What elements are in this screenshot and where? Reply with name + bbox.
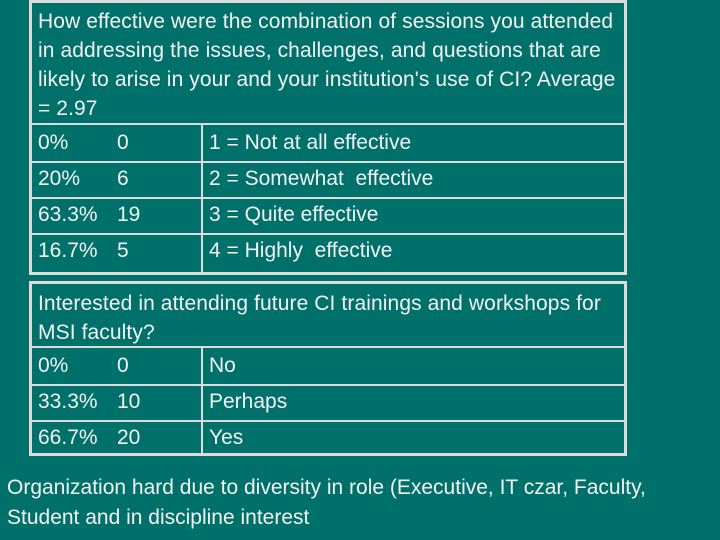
table-divider xyxy=(32,384,624,386)
rating-label-cell: 1 = Not at all effective xyxy=(209,131,412,154)
answer-label-cell: Yes xyxy=(209,426,244,449)
count-cell: 19 xyxy=(117,203,141,226)
table-row: 20% 6 2 = Somewhat effective xyxy=(32,161,624,197)
rating-label-cell: 2 = Somewhat effective xyxy=(209,167,434,190)
survey-question-effectiveness: How effective were the combination of se… xyxy=(38,10,616,120)
count-cell: 0 xyxy=(117,131,129,154)
survey-table-interest: Interested in attending future CI traini… xyxy=(29,281,627,456)
count-cell: 6 xyxy=(117,167,129,190)
count-cell: 0 xyxy=(117,354,129,377)
answer-label-cell: Perhaps xyxy=(209,390,288,413)
column-divider xyxy=(201,123,203,275)
answer-label-cell: No xyxy=(209,354,236,377)
survey-question-interest: Interested in attending future CI traini… xyxy=(38,292,601,344)
column-divider xyxy=(201,346,203,456)
percent-cell: 66.7% xyxy=(38,426,98,449)
table-row: 66.7% 20 Yes xyxy=(32,420,624,456)
rating-label-cell: 3 = Quite effective xyxy=(209,203,379,226)
count-cell: 10 xyxy=(117,390,141,413)
rating-label-cell: 4 = Highly effective xyxy=(209,239,393,262)
percent-cell: 20% xyxy=(38,167,81,190)
table-divider xyxy=(32,197,624,199)
table-row: 63.3% 19 3 = Quite effective xyxy=(32,197,624,233)
table-divider xyxy=(32,123,624,125)
table-divider xyxy=(32,161,624,163)
count-cell: 20 xyxy=(117,426,141,449)
percent-cell: 63.3% xyxy=(38,203,98,226)
table-divider xyxy=(32,346,624,348)
survey-table-effectiveness: How effective were the combination of se… xyxy=(29,0,627,275)
table-row: 33.3% 10 Perhaps xyxy=(32,384,624,420)
percent-cell: 0% xyxy=(38,131,69,154)
footer-note: Organization hard due to diversity in ro… xyxy=(7,476,646,529)
table-row: 0% 0 No xyxy=(32,348,624,384)
table-divider xyxy=(32,420,624,422)
percent-cell: 16.7% xyxy=(38,239,98,262)
percent-cell: 33.3% xyxy=(38,390,98,413)
table-row: 0% 0 1 = Not at all effective xyxy=(32,125,624,161)
table-row: 16.7% 5 4 = Highly effective xyxy=(32,233,624,269)
percent-cell: 0% xyxy=(38,354,69,377)
count-cell: 5 xyxy=(117,239,129,262)
table-divider xyxy=(32,233,624,235)
